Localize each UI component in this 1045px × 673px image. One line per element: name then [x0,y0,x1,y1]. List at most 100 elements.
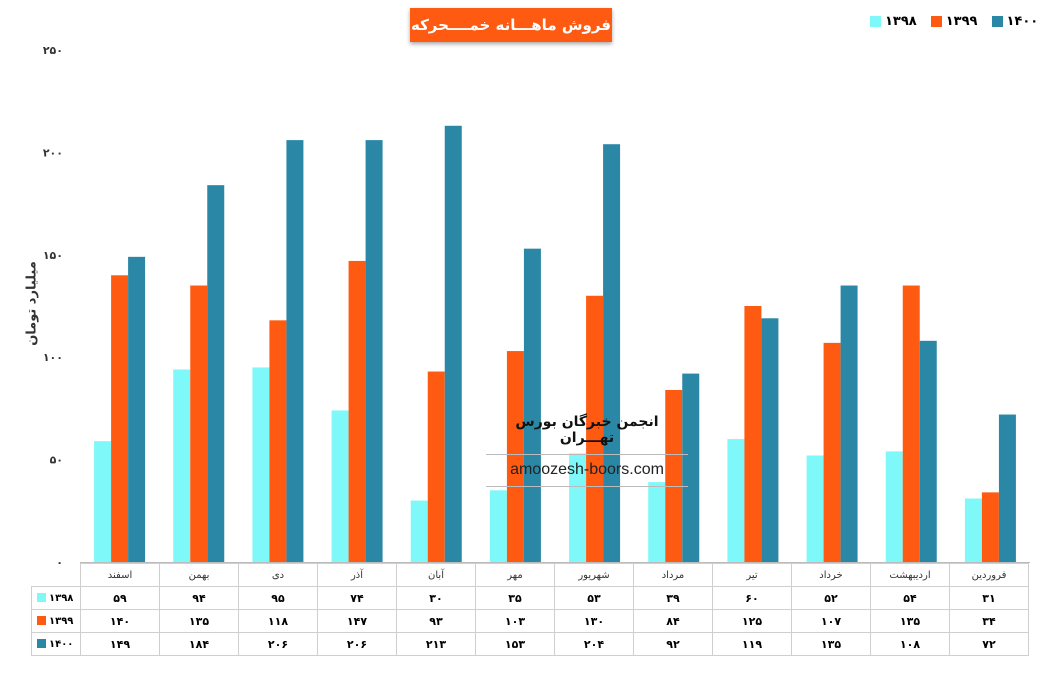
bar-1400-11 [128,256,146,562]
table-corner [32,564,81,587]
table-cell: ۳۱ [949,586,1029,610]
category-label: آذر [317,563,397,587]
chart-title: فروش ماهـــانه خمــــحرکه [410,8,612,42]
table-cell: ۵۴ [870,586,950,610]
category-label: اردیبهشت [870,563,950,587]
table-header-row: اسفند بهمن دی آذر آبان مهر شهریور مرداد تیر خرداد… [32,563,1029,587]
legend-swatch-1400 [991,16,1003,27]
category-label: آبان [396,563,476,587]
bar-1400-9 [286,140,304,562]
bar-1399-5 [586,295,604,562]
table-swatch-1398 [37,593,46,602]
legend-item-1398: ۱۳۹۸ [870,14,917,29]
table-cell: ۲۰۴ [554,632,634,656]
bar-1398-4 [648,482,666,562]
legend: ۱۳۹۸ ۱۳۹۹ ۱۴۰۰ [870,14,1038,29]
table-cell: ۵۳ [554,586,634,610]
category-label: فروردین [949,563,1029,587]
bar-1398-1 [885,451,903,562]
table-cell: ۲۰۶ [238,632,318,656]
bar-1398-6 [489,490,507,562]
y-axis-label: میلیارد تومان [24,261,40,346]
legend-label-1399: ۱۳۹۹ [945,14,978,29]
category-label: تیر [712,563,792,587]
y-tick-label: ۰ [56,556,63,569]
bar-1400-7 [444,125,462,562]
bar-1398-0 [964,498,982,562]
bar-1398-9 [252,367,270,562]
bar-1398-5 [569,453,587,562]
bar-1398-3 [727,439,745,562]
table-cell: ۱۴۰ [80,609,160,633]
table-series-label: ۱۳۹۸ [49,592,74,604]
bar-1400-5 [603,144,621,562]
y-tick-label: ۱۰۰ [43,351,63,364]
table-cell: ۲۱۳ [396,632,476,656]
bar-1399-2 [823,342,841,562]
legend-item-1400: ۱۴۰۰ [991,14,1039,29]
bar-1400-4 [682,373,700,562]
y-tick-label: ۲۰۰ [43,146,63,159]
table-row-header-1399: ۱۳۹۹ [31,609,81,633]
bar-1400-0 [998,414,1016,562]
y-tick-label: ۱۵۰ [43,249,63,262]
table-cell: ۳۹ [633,586,713,610]
table-cell: ۱۱۹ [712,632,792,656]
table-cell: ۹۴ [159,586,239,610]
table-cell: ۱۰۳ [475,609,555,633]
bar-1399-3 [744,306,762,562]
table-cell: ۳۰ [396,586,476,610]
table-cell: ۱۳۵ [870,609,950,633]
legend-swatch-1398 [870,16,881,27]
data-table: اسفند بهمن دی آذر آبان مهر شهریور مرداد تیر خرداد… [31,563,1029,656]
table-row: ۱۳۹۹ ۱۴۰ ۱۳۵ ۱۱۸ ۱۴۷ ۹۳ ۱۰۳ ۱۳۰ ۸۴ ۱۲۵ ۱۰۷ ۱۳۵ ۳۴ [31,609,1029,633]
bar-1399-8 [348,260,366,562]
table-cell: ۸۴ [633,609,713,633]
legend-item-1399: ۱۳۹۹ [930,14,978,29]
table-swatch-1400 [37,639,46,648]
table-cell: ۷۴ [317,586,397,610]
table-cell: ۳۵ [475,586,555,610]
table-cell: ۱۱۸ [238,609,318,633]
table-cell: ۱۳۵ [159,609,239,633]
bar-1398-11 [94,441,112,562]
table-cell: ۷۲ [949,632,1029,656]
table-row: ۱۳۹۸ ۵۹ ۹۴ ۹۵ ۷۴ ۳۰ ۳۵ ۵۳ ۳۹ ۶۰ ۵۲ ۵۴ ۳۱ [31,586,1029,610]
table-cell: ۶۰ [712,586,792,610]
watermark: انجمن خبرگان بورس تهـــران amoozesh-boor… [486,414,688,487]
bar-1399-10 [190,285,208,562]
bar-1400-10 [207,185,225,562]
y-tick-label: ۲۵۰ [43,44,63,57]
table-cell: ۹۵ [238,586,318,610]
table-cell: ۱۳۰ [554,609,634,633]
table-cell: ۱۰۸ [870,632,950,656]
table-cell: ۱۴۹ [80,632,160,656]
table-swatch-1399 [37,616,46,625]
table-cell: ۱۰۷ [791,609,871,633]
table-series-label: ۱۴۰۰ [49,638,74,650]
bar-1398-2 [806,455,824,562]
category-label: مرداد [633,563,713,587]
table-cell: ۱۳۵ [791,632,871,656]
bar-1398-7 [410,500,428,562]
bar-1399-9 [269,320,287,562]
category-label: دی [238,563,318,587]
table-series-label: ۱۳۹۹ [49,615,74,627]
table-row: ۱۴۰۰ ۱۴۹ ۱۸۴ ۲۰۶ ۲۰۶ ۲۱۳ ۱۵۳ ۲۰۴ ۹۲ ۱۱۹ ۱۳۵ ۱۰۸ ۷۲ [31,632,1029,656]
bar-1398-8 [331,410,349,562]
bar-1398-10 [173,369,191,562]
table-cell: ۱۴۷ [317,609,397,633]
category-label: اسفند [80,563,160,587]
table-cell: ۹۲ [633,632,713,656]
watermark-org: انجمن خبرگان بورس تهـــران [486,414,688,455]
bar-1399-0 [981,492,999,562]
legend-label-1400: ۱۴۰۰ [1006,14,1039,29]
legend-label-1398: ۱۳۹۸ [885,14,917,29]
category-label: خرداد [791,563,871,587]
category-label: شهریور [554,563,634,587]
table-cell: ۱۵۳ [475,632,555,656]
legend-swatch-1399 [930,16,942,27]
table-row-header-1398: ۱۳۹۸ [31,586,81,610]
watermark-url: amoozesh-boors.com [486,455,688,487]
